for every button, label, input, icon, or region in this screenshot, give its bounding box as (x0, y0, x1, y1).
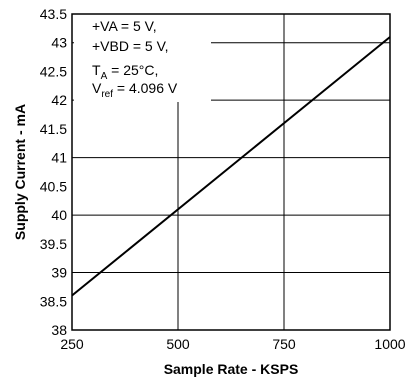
y-tick-label: 41 (51, 150, 67, 166)
annotation-line-1: +VA = 5 V, (92, 18, 157, 34)
x-tick-label: 250 (60, 336, 84, 352)
annotation-v-rest: = 4.096 V (113, 80, 178, 96)
annotation-t-main: T (92, 62, 101, 78)
x-tick-label: 750 (272, 336, 296, 352)
annotation-v-sub: ref (101, 89, 113, 100)
y-tick-label: 39.5 (40, 236, 67, 252)
y-tick-label: 38.5 (40, 293, 67, 309)
y-tick-label: 39 (51, 265, 67, 281)
annotation-t-sub: A (101, 71, 108, 82)
y-tick-label: 43 (51, 35, 67, 51)
y-axis-title: Supply Current - mA (12, 104, 28, 240)
conditions-annotation: +VA = 5 V, +VBD = 5 V, TA = 25°C, Vref =… (74, 14, 211, 102)
supply-current-series-line (71, 36, 391, 297)
y-tick-label: 38 (51, 322, 67, 338)
tick-labels: 250 500 750 1000 38 38.5 39 39.5 40 40.5 41 41.5 42 4… (40, 6, 406, 352)
x-axis-title: Sample Rate - KSPS (164, 361, 299, 377)
annotation-box (74, 14, 211, 102)
y-tick-label: 42 (51, 92, 67, 108)
y-tick-label: 43.5 (40, 6, 67, 22)
y-tick-label: 41.5 (40, 121, 67, 137)
annotation-line-4: Vref = 4.096 V (92, 80, 178, 100)
y-tick-label: 42.5 (40, 63, 67, 79)
annotation-t-rest: = 25°C, (107, 62, 158, 78)
x-tick-label: 500 (166, 336, 190, 352)
y-tick-label: 40 (51, 207, 67, 223)
annotation-line-2: +VBD = 5 V, (92, 38, 169, 54)
annotation-v-main: V (92, 80, 102, 96)
y-tick-label: 40.5 (40, 178, 67, 194)
x-tick-label: 1000 (374, 336, 405, 352)
annotation-line-3: TA = 25°C, (92, 62, 158, 82)
plot-frame (71, 13, 391, 331)
series-group (71, 36, 391, 297)
